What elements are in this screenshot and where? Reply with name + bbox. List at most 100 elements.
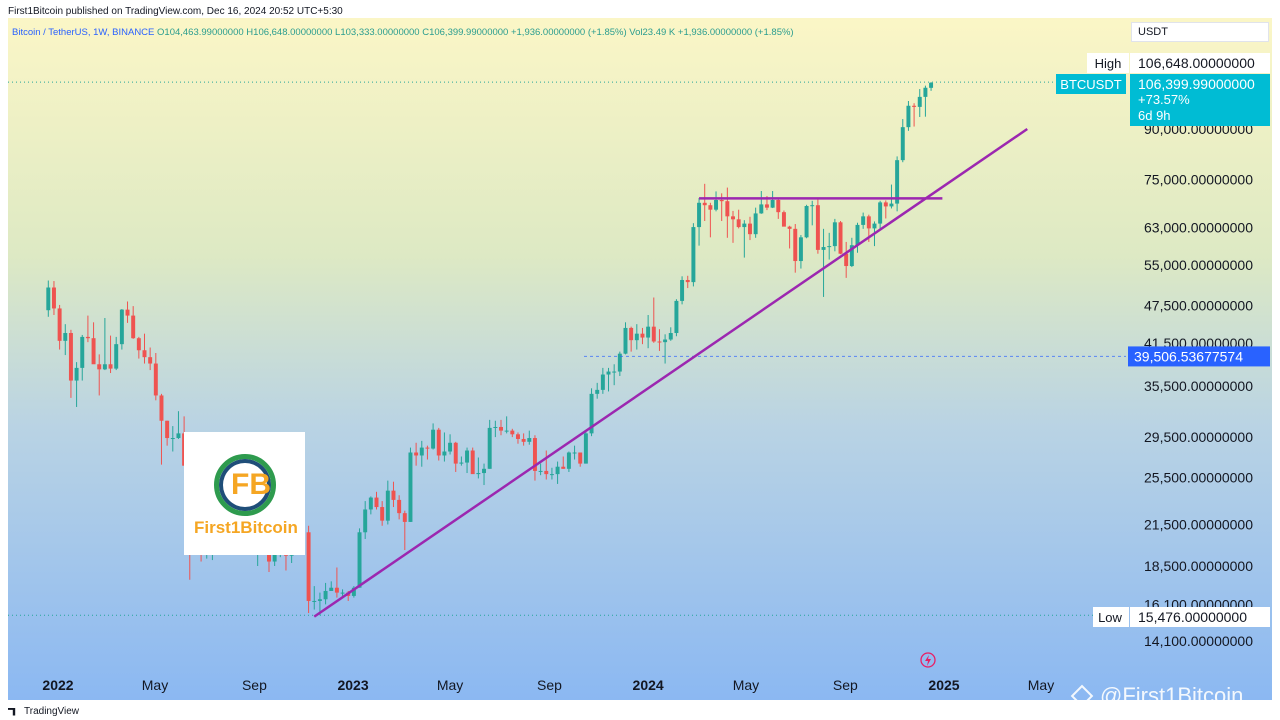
candle[interactable] [51,281,56,315]
candle[interactable] [431,423,436,450]
candle[interactable] [402,510,407,551]
candle[interactable] [855,222,860,253]
candle[interactable] [702,183,707,222]
candle[interactable] [425,445,430,460]
candle[interactable] [153,352,158,401]
candle[interactable] [538,463,543,476]
candle[interactable] [119,309,124,350]
candle[interactable] [493,420,498,438]
candle[interactable] [889,184,894,209]
candle[interactable] [482,463,487,486]
candle[interactable] [476,457,481,479]
currency-unit-label[interactable]: USDT [1131,22,1269,42]
candle[interactable] [832,218,837,252]
candle[interactable] [532,435,537,481]
candle[interactable] [397,495,402,520]
candle[interactable] [368,496,373,515]
candle[interactable] [617,351,622,377]
candle[interactable] [170,426,175,452]
candle[interactable] [606,367,611,392]
candle[interactable] [923,85,928,117]
level-tag-label[interactable]: 39,506.53677574 [1134,348,1243,364]
candle[interactable] [68,329,73,398]
candle[interactable] [753,207,758,238]
candle[interactable] [561,456,566,469]
candle[interactable] [136,336,141,359]
candle[interactable] [810,200,815,226]
candle[interactable] [85,315,90,343]
candle[interactable] [781,210,786,227]
candle[interactable] [465,447,470,474]
candle[interactable] [125,301,130,323]
candle[interactable] [714,191,719,212]
symbol-tag-label[interactable]: BTCUSDT [1060,77,1121,92]
candle[interactable] [578,452,583,467]
candle[interactable] [312,586,317,610]
candle[interactable] [674,299,679,337]
candle[interactable] [742,220,747,258]
candle[interactable] [759,191,764,214]
candle[interactable] [900,119,905,163]
candle[interactable] [80,334,85,381]
candle[interactable] [651,297,656,343]
candle[interactable] [374,491,379,510]
candle[interactable] [634,324,639,350]
candle[interactable] [838,221,843,255]
candle[interactable] [612,364,617,386]
candle[interactable] [861,212,866,229]
candle[interactable] [453,441,458,472]
time-axis[interactable]: 2022 May Sep 2023 May Sep 2024 May Sep 2025 May [42,677,1054,693]
candle[interactable] [793,224,798,273]
candle[interactable] [629,326,634,352]
candle[interactable] [878,200,883,230]
candle[interactable] [572,445,577,460]
candle[interactable] [46,280,51,317]
candle[interactable] [63,324,68,356]
candle[interactable] [731,210,735,243]
candle[interactable] [159,393,164,465]
candle[interactable] [883,200,888,219]
symbol-line[interactable]: Bitcoin / TetherUS, 1W, BINANCE [12,27,155,38]
candle[interactable] [748,216,752,241]
candle[interactable] [351,586,356,598]
candle[interactable] [798,235,803,269]
candle[interactable] [646,314,651,349]
candle[interactable] [334,567,339,598]
candle[interactable] [917,89,922,117]
candle[interactable] [663,334,668,364]
candle[interactable] [657,329,662,351]
candle[interactable] [555,461,560,484]
candle[interactable] [436,427,441,461]
candle[interactable] [414,442,419,466]
candle[interactable] [544,450,549,480]
candle[interactable] [708,202,713,238]
flash-icon[interactable] [920,652,936,668]
candle[interactable] [57,304,62,350]
candle[interactable] [91,322,96,365]
candle[interactable] [929,82,934,91]
candle[interactable] [363,501,368,539]
candle[interactable] [895,156,900,212]
candle[interactable] [504,416,509,434]
candle[interactable] [906,101,911,131]
candle[interactable] [787,225,792,249]
candle[interactable] [148,347,153,371]
price-axis[interactable]: 90,000.0000000075,000.0000000063,000.000… [1056,53,1270,649]
candle[interactable] [97,354,102,396]
candle[interactable] [776,197,781,219]
candle[interactable] [640,327,645,345]
candle[interactable] [114,336,119,371]
candle[interactable] [442,432,447,462]
candle[interactable] [583,430,588,464]
candle[interactable] [448,434,453,455]
candle[interactable] [510,428,515,438]
candle[interactable] [549,467,554,480]
candle[interactable] [566,451,571,472]
candle[interactable] [595,382,600,399]
ascending-trendline[interactable] [313,127,1028,618]
candle[interactable] [844,241,849,278]
candle[interactable] [380,501,385,526]
candle[interactable] [691,223,696,287]
candle[interactable] [142,333,147,364]
